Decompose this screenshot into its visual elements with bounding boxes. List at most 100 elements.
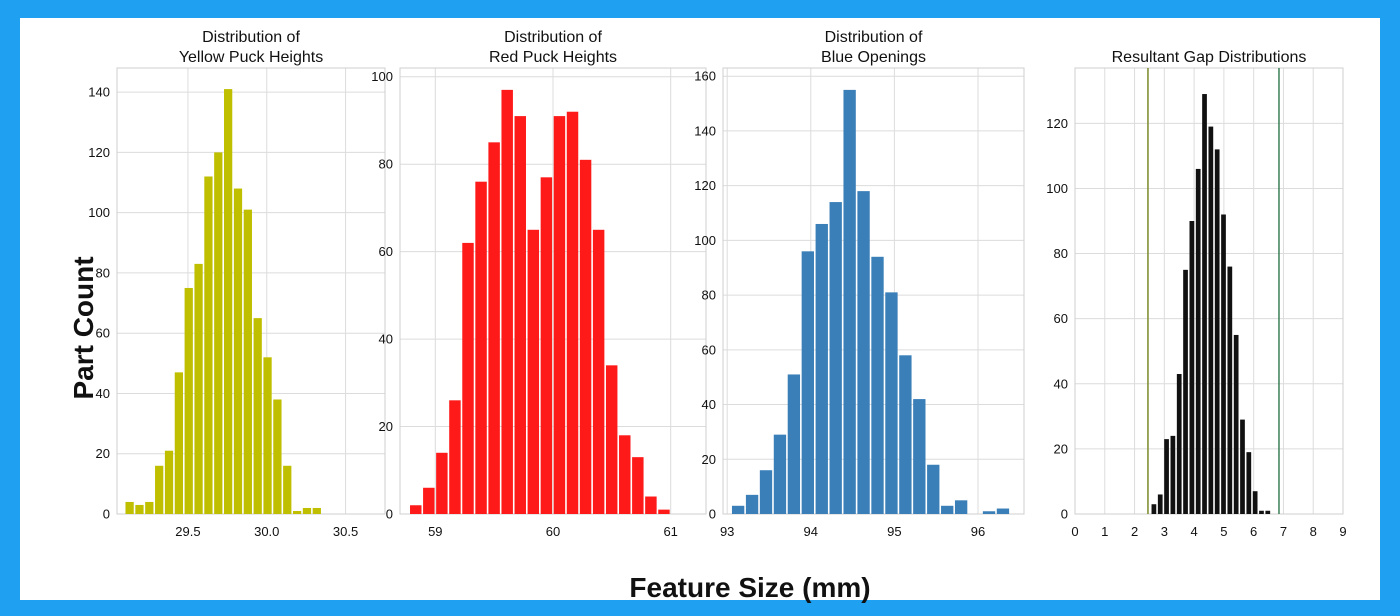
histogram-bar <box>927 464 940 514</box>
y-tick-label: 80 <box>96 265 110 280</box>
histogram-bar <box>996 508 1010 514</box>
histogram-bar <box>773 434 787 514</box>
histogram-bar <box>632 457 644 514</box>
y-tick-label: 80 <box>702 288 716 303</box>
histogram-bar <box>145 501 154 514</box>
histogram-bar <box>462 242 474 514</box>
chart-title: Resultant Gap Distributions <box>1112 49 1307 66</box>
histogram-bar <box>204 176 213 514</box>
y-tick-label: 20 <box>1054 441 1068 456</box>
histogram-bar <box>125 501 134 514</box>
chart-title: Yellow Puck Heights <box>179 49 323 66</box>
x-tick-label: 9 <box>1339 524 1346 539</box>
histogram-bar <box>871 256 884 514</box>
y-tick-label: 0 <box>1061 507 1068 522</box>
y-tick-label: 60 <box>379 244 393 259</box>
y-tick-label: 40 <box>702 397 716 412</box>
histogram-bar <box>135 504 144 514</box>
histogram-bar <box>1221 214 1226 515</box>
x-tick-label: 59 <box>428 524 442 539</box>
histogram-bar <box>302 507 312 514</box>
x-tick-label: 8 <box>1310 524 1317 539</box>
chart-title: Distribution of <box>202 29 300 46</box>
chart-title: Distribution of <box>825 29 923 46</box>
y-tick-label: 0 <box>709 507 716 522</box>
y-tick-label: 160 <box>694 69 716 84</box>
histogram-bar <box>1240 419 1245 514</box>
histogram-bar <box>164 450 174 514</box>
x-tick-label: 1 <box>1101 524 1108 539</box>
histogram-bar <box>540 177 553 514</box>
histogram-bar <box>1195 168 1201 514</box>
y-tick-label: 40 <box>96 386 110 401</box>
histogram-bar <box>243 209 252 514</box>
histogram-bar <box>253 318 262 514</box>
y-tick-label: 60 <box>702 342 716 357</box>
histogram-bar <box>645 496 657 514</box>
histogram-bar <box>801 251 814 515</box>
plot-frame <box>399 67 707 515</box>
histogram-bar <box>155 465 164 514</box>
chart-3: 0 20 40 60 80 100 120 140 160 93 94 95 96 Distributio… <box>694 29 1025 539</box>
chart-4: 0 20 40 60 80 100 120 0 1 2 3 4 5 6 7 8 9 Resultant Gap D… <box>1046 49 1346 539</box>
histogram-bar <box>214 152 223 515</box>
y-tick-label: 140 <box>88 85 110 100</box>
x-tick-label: 61 <box>663 524 677 539</box>
x-tick-label: 0 <box>1071 524 1078 539</box>
histogram-bar <box>787 374 801 514</box>
x-tick-label: 5 <box>1220 524 1227 539</box>
y-tick-label: 0 <box>103 507 110 522</box>
histogram-bar <box>745 494 759 514</box>
y-tick-label: 100 <box>371 69 393 84</box>
histogram-bar <box>1202 94 1207 514</box>
histogram-bar <box>1252 491 1258 514</box>
histogram-bar <box>815 223 828 514</box>
histogram-bar <box>843 89 856 514</box>
histogram-bar <box>1246 452 1252 514</box>
y-tick-label: 120 <box>1046 116 1068 131</box>
chart-2: 0 20 40 60 80 100 59 60 61 Distribution of Red Puc… <box>371 29 707 539</box>
histogram-bar <box>1176 374 1182 514</box>
shared-x-axis-label: Feature Size (mm) <box>629 572 871 603</box>
y-tick-label: 120 <box>88 145 110 160</box>
histogram-bar <box>1170 435 1176 514</box>
histogram-bar <box>1157 494 1163 514</box>
histogram-bar <box>501 89 513 515</box>
histogram-bar <box>233 188 243 515</box>
histogram-bar <box>436 452 448 514</box>
x-tick-label: 3 <box>1161 524 1168 539</box>
y-tick-label: 120 <box>694 178 716 193</box>
histogram-bar <box>553 116 566 515</box>
histogram-bar <box>263 357 272 514</box>
x-tick-label: 95 <box>887 524 901 539</box>
histogram-bar <box>292 510 302 514</box>
histogram-bar <box>312 507 321 514</box>
y-tick-label: 20 <box>96 446 110 461</box>
x-tick-label: 7 <box>1280 524 1287 539</box>
histogram-bar <box>1214 149 1220 515</box>
y-tick-label: 20 <box>702 452 716 467</box>
y-tick-label: 20 <box>379 419 393 434</box>
histogram-bar <box>194 263 203 514</box>
histogram-bar <box>449 400 461 514</box>
histogram-bar <box>184 287 193 514</box>
histogram-bar <box>954 500 968 514</box>
histogram-bar <box>619 435 631 514</box>
x-tick-label: 30.0 <box>254 524 279 539</box>
y-tick-label: 100 <box>694 233 716 248</box>
histogram-bar <box>658 509 670 514</box>
y-tick-label: 60 <box>1054 311 1068 326</box>
histogram-bar <box>1151 504 1157 514</box>
histogram-bar <box>731 505 745 514</box>
histogram-bar <box>1259 510 1264 514</box>
histogram-bar <box>1208 126 1214 514</box>
x-tick-label: 30.5 <box>333 524 358 539</box>
chart-title: Red Puck Heights <box>489 49 617 66</box>
histogram-bar <box>283 465 292 514</box>
figure-panel: 0 20 40 60 80 100 120 140 29.5 30.0 30.5 Distributi… <box>20 18 1380 603</box>
histogram-bar <box>941 505 954 514</box>
histogram-bar <box>857 191 870 514</box>
chart-title: Distribution of <box>504 29 602 46</box>
x-tick-label: 96 <box>971 524 985 539</box>
histogram-bar <box>475 181 487 514</box>
